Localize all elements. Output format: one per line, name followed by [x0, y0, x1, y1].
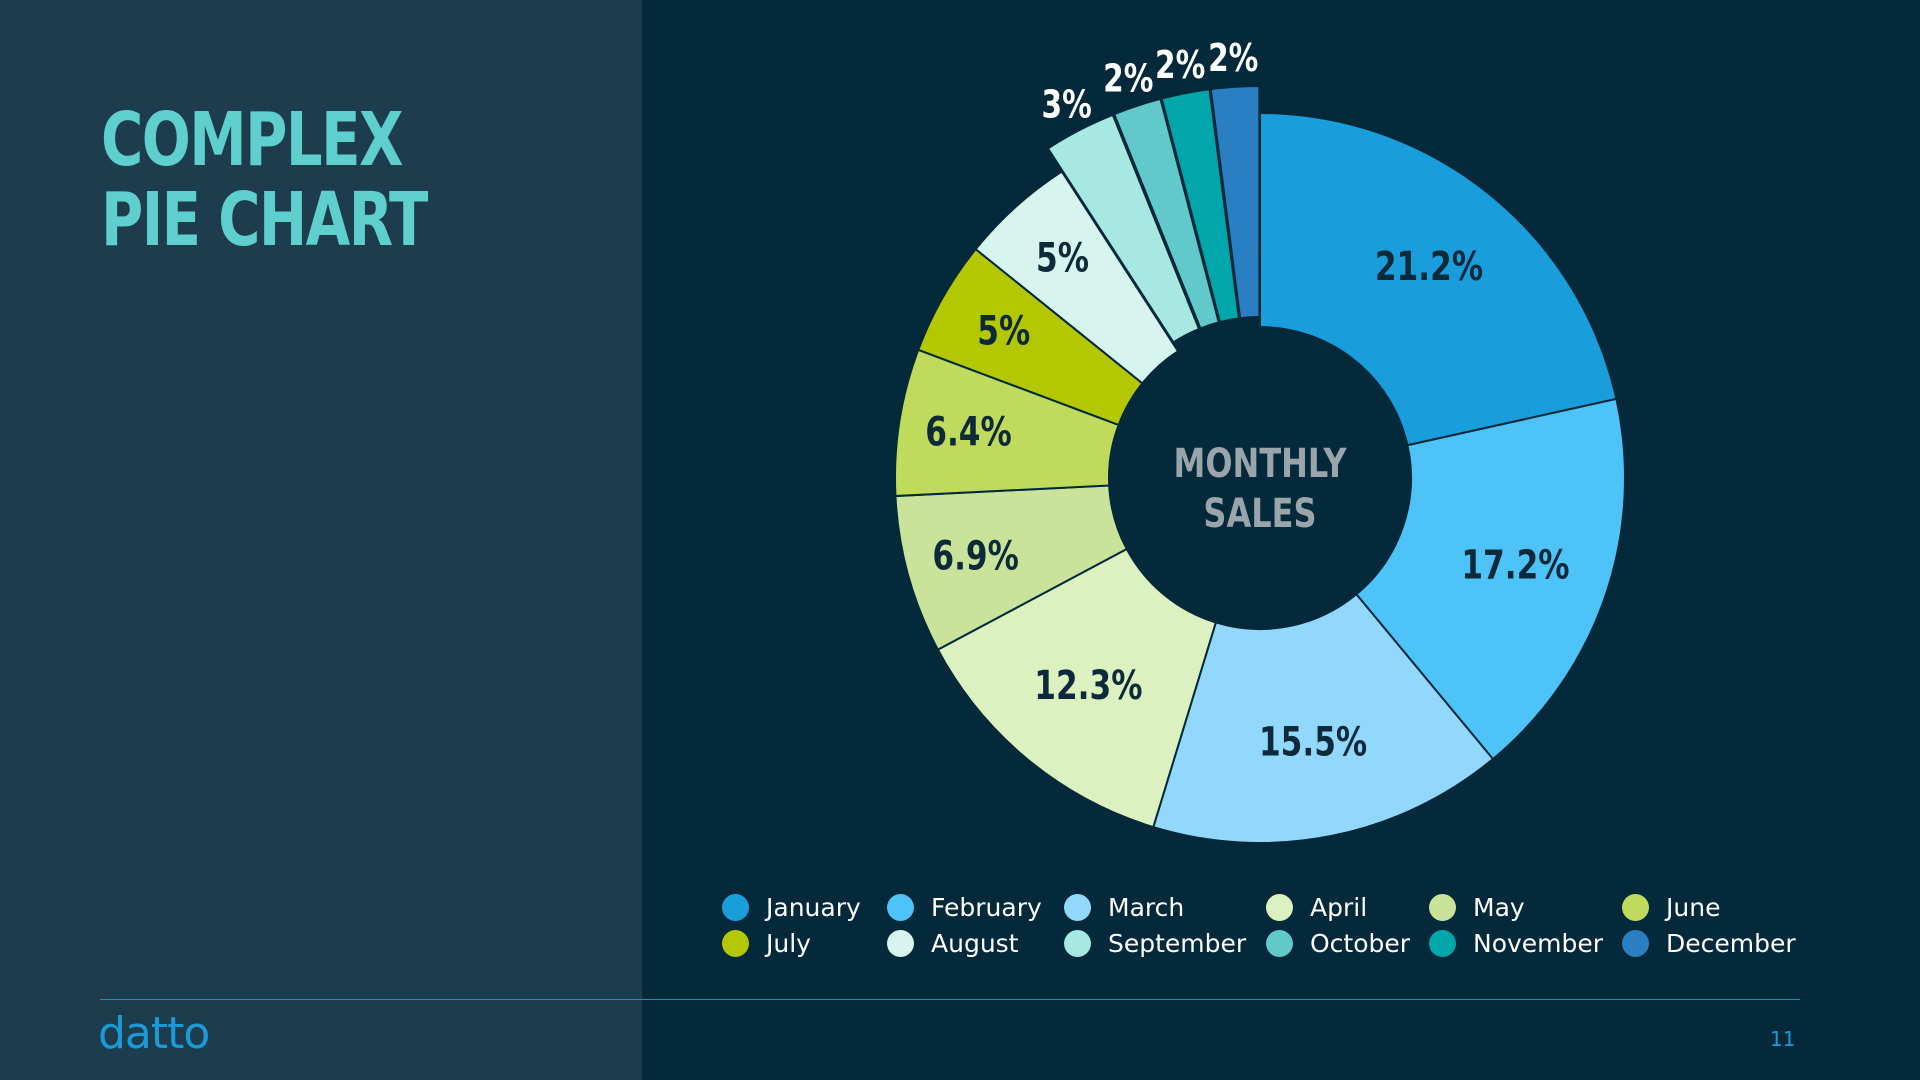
slice-label-april: 12.3%	[1034, 664, 1142, 710]
slide-title-line1: COMPLEX	[101, 97, 404, 183]
center-label-line2: SALES	[1203, 489, 1316, 536]
legend-label-february: February	[931, 893, 1042, 922]
legend-label-march: March	[1108, 893, 1185, 922]
legend-label-april: April	[1310, 893, 1368, 922]
legend-label-july: July	[766, 929, 811, 958]
page-number: 11	[1770, 1027, 1796, 1051]
slice-label-november: 2%	[1155, 43, 1205, 88]
legend-swatch-december	[1622, 930, 1649, 957]
chart-legend: January February March April May June July Augu…	[722, 893, 1822, 958]
center-label-line1: MONTHLY	[1173, 439, 1347, 486]
slice-label-january: 21.2%	[1375, 245, 1483, 291]
donut-hole	[1109, 327, 1411, 629]
legend-item-february: February	[887, 893, 1064, 922]
legend-item-october: October	[1266, 929, 1429, 958]
legend-swatch-february	[887, 894, 914, 921]
slice-labels: 21.2%17.2%15.5%12.3%6.9%6.4%5%5%3%2% 2% 2%	[925, 37, 1569, 766]
slide-title: COMPLEX PIE CHART	[101, 97, 428, 263]
slice-april	[936, 547, 1218, 829]
legend-label-october: October	[1310, 929, 1411, 958]
legend-label-january: January	[766, 893, 861, 922]
legend-item-january: January	[722, 893, 887, 922]
slice-october	[1112, 97, 1220, 330]
legend-item-september: September	[1064, 929, 1266, 958]
legend-swatch-august	[887, 930, 914, 957]
slice-september	[1046, 113, 1201, 344]
legend-swatch-june	[1622, 894, 1649, 921]
legend-label-november: November	[1473, 929, 1604, 958]
legend-item-july: July	[722, 929, 887, 958]
legend-swatch-september	[1064, 930, 1091, 957]
slice-label-october: 2%	[1103, 57, 1153, 102]
legend-item-december: December	[1622, 929, 1802, 958]
legend-swatch-july	[722, 930, 749, 957]
slice-label-june: 6.4%	[925, 410, 1012, 456]
legend-label-august: August	[931, 929, 1019, 958]
legend-swatch-april	[1266, 894, 1293, 921]
legend-item-may: May	[1429, 893, 1622, 922]
slice-label-may: 6.9%	[932, 534, 1019, 580]
slice-label-december: 2%	[1208, 37, 1258, 82]
slice-label-march: 15.5%	[1259, 720, 1367, 766]
legend-label-september: September	[1108, 929, 1247, 958]
legend-label-june: June	[1666, 893, 1721, 922]
legend-item-march: March	[1064, 893, 1266, 922]
legend-item-august: August	[887, 929, 1064, 958]
datto-logo: datto	[98, 1008, 210, 1059]
slide-title-line2: PIE CHART	[101, 177, 428, 263]
legend-label-december: December	[1666, 929, 1796, 958]
legend-label-may: May	[1473, 893, 1525, 922]
footer-divider	[100, 999, 1800, 1000]
slice-november	[1160, 88, 1241, 324]
legend-swatch-march	[1064, 894, 1091, 921]
legend-item-june: June	[1622, 893, 1802, 922]
legend-swatch-november	[1429, 930, 1456, 957]
slice-label-february: 17.2%	[1461, 543, 1569, 589]
legend-swatch-january	[722, 894, 749, 921]
left-panel	[0, 0, 642, 1080]
slice-december	[1209, 85, 1261, 320]
slice-label-august: 5%	[1036, 236, 1089, 282]
legend-item-november: November	[1429, 929, 1622, 958]
slice-label-july: 5%	[977, 309, 1030, 355]
slice-label-september: 3%	[1041, 83, 1091, 128]
legend-item-april: April	[1266, 893, 1429, 922]
legend-swatch-may	[1429, 894, 1456, 921]
legend-swatch-october	[1266, 930, 1293, 957]
